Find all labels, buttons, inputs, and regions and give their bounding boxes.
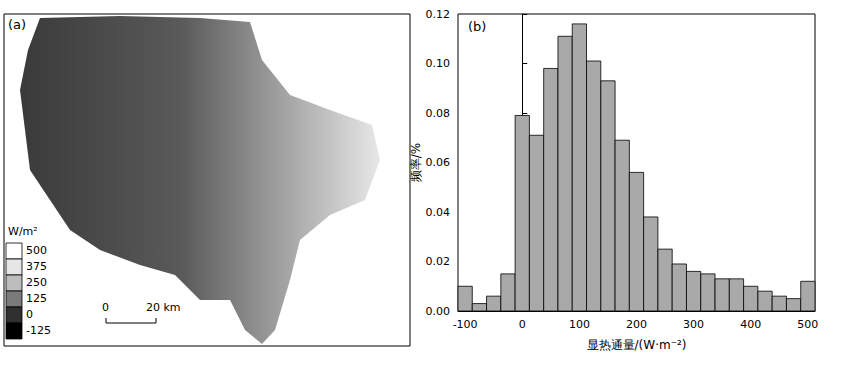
svg-text:250: 250	[26, 276, 47, 289]
svg-text:0: 0	[26, 308, 33, 321]
svg-text:-100: -100	[453, 318, 478, 331]
svg-text:0: 0	[102, 301, 109, 314]
svg-text:-125: -125	[26, 324, 51, 337]
svg-text:W/m²: W/m²	[8, 225, 38, 238]
svg-text:375: 375	[26, 260, 47, 273]
svg-text:0.00: 0.00	[426, 305, 451, 318]
svg-text:0.02: 0.02	[426, 255, 451, 268]
svg-text:0.06: 0.06	[426, 156, 451, 169]
svg-text:500: 500	[26, 244, 47, 257]
svg-text:125: 125	[26, 292, 47, 305]
svg-text:0.08: 0.08	[426, 107, 451, 120]
svg-text:0.12: 0.12	[426, 8, 451, 21]
svg-text:300: 300	[683, 318, 704, 331]
svg-text:0.04: 0.04	[426, 206, 451, 219]
svg-text:(b): (b)	[468, 19, 486, 34]
svg-text:频率/%: 频率/%	[409, 143, 423, 182]
svg-text:200: 200	[626, 318, 647, 331]
svg-text:100: 100	[569, 318, 590, 331]
svg-text:20 km: 20 km	[146, 301, 181, 314]
svg-text:500: 500	[797, 318, 818, 331]
svg-text:0.10: 0.10	[426, 57, 451, 70]
svg-text:(a): (a)	[8, 17, 26, 32]
svg-text:400: 400	[740, 318, 761, 331]
svg-text:显热通量/(W·m⁻²): 显热通量/(W·m⁻²)	[587, 338, 687, 352]
svg-text:0: 0	[519, 318, 526, 331]
